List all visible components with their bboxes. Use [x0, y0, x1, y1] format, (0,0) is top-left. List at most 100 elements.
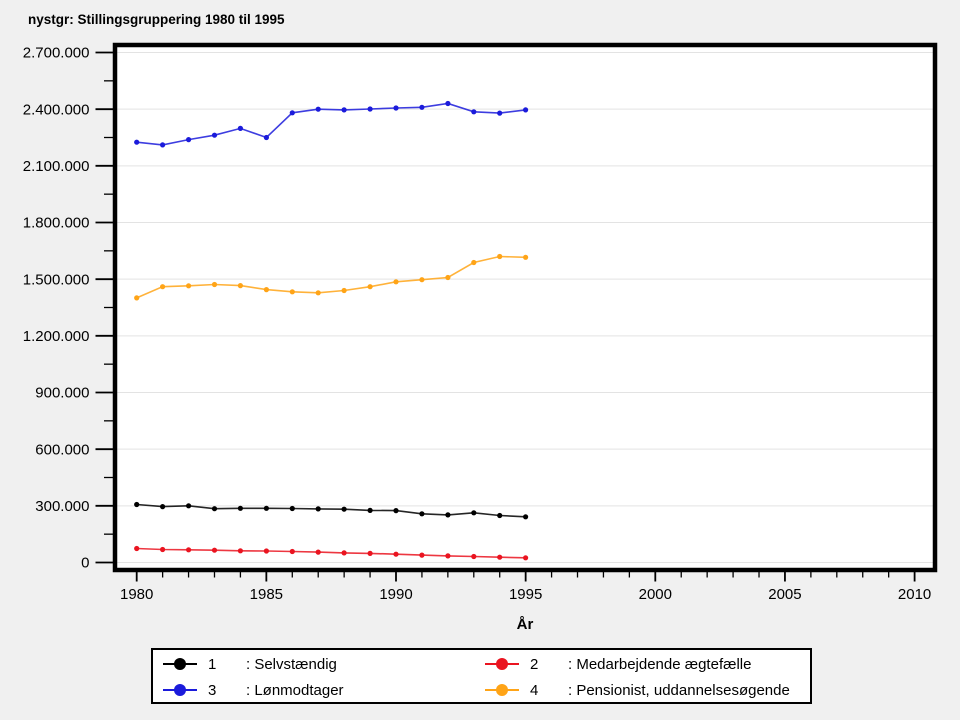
data-point-series-2 [315, 549, 321, 555]
data-point-series-4 [445, 274, 451, 281]
data-point-series-3 [186, 137, 192, 143]
data-point-series-3 [341, 107, 347, 113]
y-tick-label: 2.100.000 [23, 158, 90, 175]
data-point-series-1 [419, 511, 425, 517]
x-tick-label: 2010 [898, 586, 931, 603]
data-point-series-3 [160, 142, 166, 148]
data-point-series-4 [289, 289, 295, 295]
data-point-series-1 [263, 505, 269, 511]
x-tick-label: 2005 [768, 586, 801, 603]
series-line-4 [136, 255, 526, 299]
data-point-series-3 [211, 132, 218, 138]
legend-key: 4 [530, 681, 539, 699]
legend-label: : Lønmodtager [246, 681, 344, 699]
y-tick-label: 1.500.000 [23, 271, 90, 288]
data-point-series-2 [160, 546, 166, 553]
legend: 1 : Selvstændig 2 : Medarbejdende ægtefæ… [151, 648, 812, 704]
legend-item-3: 3 : Lønmodtager [153, 682, 475, 699]
legend-marker-dot [174, 684, 186, 696]
data-point-series-1 [237, 505, 243, 511]
data-point-series-4 [419, 277, 425, 283]
data-point-series-2 [341, 550, 347, 556]
data-point-series-2 [289, 548, 295, 555]
data-point-series-2 [134, 545, 140, 552]
data-point-series-3 [471, 109, 477, 115]
legend-label: : Medarbejdende ægtefælle [568, 655, 752, 673]
data-point-series-4 [393, 279, 399, 285]
data-point-series-1 [134, 501, 140, 508]
y-tick-label: 0 [81, 555, 89, 572]
y-tick-label: 1.800.000 [23, 215, 90, 232]
chart-title: nystgr: Stillingsgruppering 1980 til 199… [28, 12, 285, 27]
y-tick-label: 2.700.000 [23, 45, 90, 62]
legend-marker-dot [496, 684, 508, 696]
data-point-series-2 [237, 548, 243, 554]
data-point-series-3 [367, 106, 373, 112]
data-point-series-2 [367, 550, 373, 557]
data-point-series-1 [445, 512, 451, 518]
data-point-series-3 [523, 107, 529, 113]
legend-item-2: 2 : Medarbejdende ægtefælle [475, 656, 810, 673]
data-point-series-2 [523, 555, 529, 561]
data-point-series-3 [497, 110, 503, 116]
legend-marker-dot [496, 658, 508, 670]
data-point-series-3 [263, 134, 269, 141]
series-line-1 [136, 503, 526, 518]
data-point-series-3 [445, 100, 451, 107]
data-point-series-4 [315, 290, 321, 296]
data-point-series-1 [367, 507, 373, 513]
axes-and-series: 0 300.000 600.000 900.000 1.200.000 1.500.000… [23, 42, 938, 603]
data-point-series-3 [237, 125, 243, 131]
data-point-series-2 [186, 547, 192, 553]
legend-label: : Selvstændig [246, 655, 337, 673]
legend-item-4: 4 : Pensionist, uddannelsesøgende [475, 682, 810, 699]
x-tick-label: 1980 [120, 586, 153, 603]
plot-background [113, 43, 937, 572]
data-point-series-2 [419, 552, 425, 558]
data-point-series-1 [393, 508, 399, 514]
data-point-series-2 [263, 548, 269, 554]
legend-marker-selvstaendig [163, 658, 197, 670]
data-point-series-3 [289, 110, 295, 116]
data-point-series-4 [211, 281, 218, 288]
data-point-series-1 [471, 510, 477, 516]
data-point-series-4 [367, 284, 373, 290]
data-point-series-4 [523, 254, 529, 260]
data-point-series-4 [160, 284, 166, 290]
legend-marker-aegtefaelle [485, 658, 519, 670]
data-point-series-1 [289, 505, 295, 512]
data-point-series-2 [211, 547, 218, 553]
data-point-series-4 [497, 253, 503, 260]
legend-marker-dot [174, 658, 186, 670]
data-point-series-1 [497, 512, 503, 519]
x-tick-label: 2000 [639, 586, 672, 603]
y-tick-label: 900.000 [35, 385, 89, 402]
legend-key: 2 [530, 655, 539, 673]
series-line-2 [136, 547, 526, 559]
y-tick-label: 2.400.000 [23, 101, 90, 118]
data-point-series-1 [160, 504, 166, 510]
data-point-series-2 [471, 553, 477, 560]
plot-frame [112, 42, 938, 573]
data-point-series-2 [393, 551, 399, 557]
data-point-series-4 [471, 259, 477, 266]
data-point-series-1 [211, 506, 218, 512]
data-point-series-2 [445, 553, 451, 559]
legend-key: 3 [208, 681, 217, 699]
y-tick-label: 300.000 [35, 498, 89, 515]
x-tick-label: 1990 [379, 586, 412, 603]
x-tick-label: 1995 [509, 586, 542, 603]
legend-item-1: 1 : Selvstændig [153, 656, 475, 673]
x-axis-label: År [517, 616, 534, 633]
data-point-series-2 [497, 554, 503, 560]
legend-marker-pensionist [485, 684, 519, 696]
data-point-series-4 [263, 287, 269, 293]
series-line-3 [136, 102, 526, 146]
x-tick-label: 1985 [250, 586, 283, 603]
data-point-series-3 [419, 104, 425, 110]
data-point-series-3 [393, 105, 399, 111]
data-point-series-4 [341, 287, 347, 294]
data-point-series-3 [315, 106, 321, 112]
